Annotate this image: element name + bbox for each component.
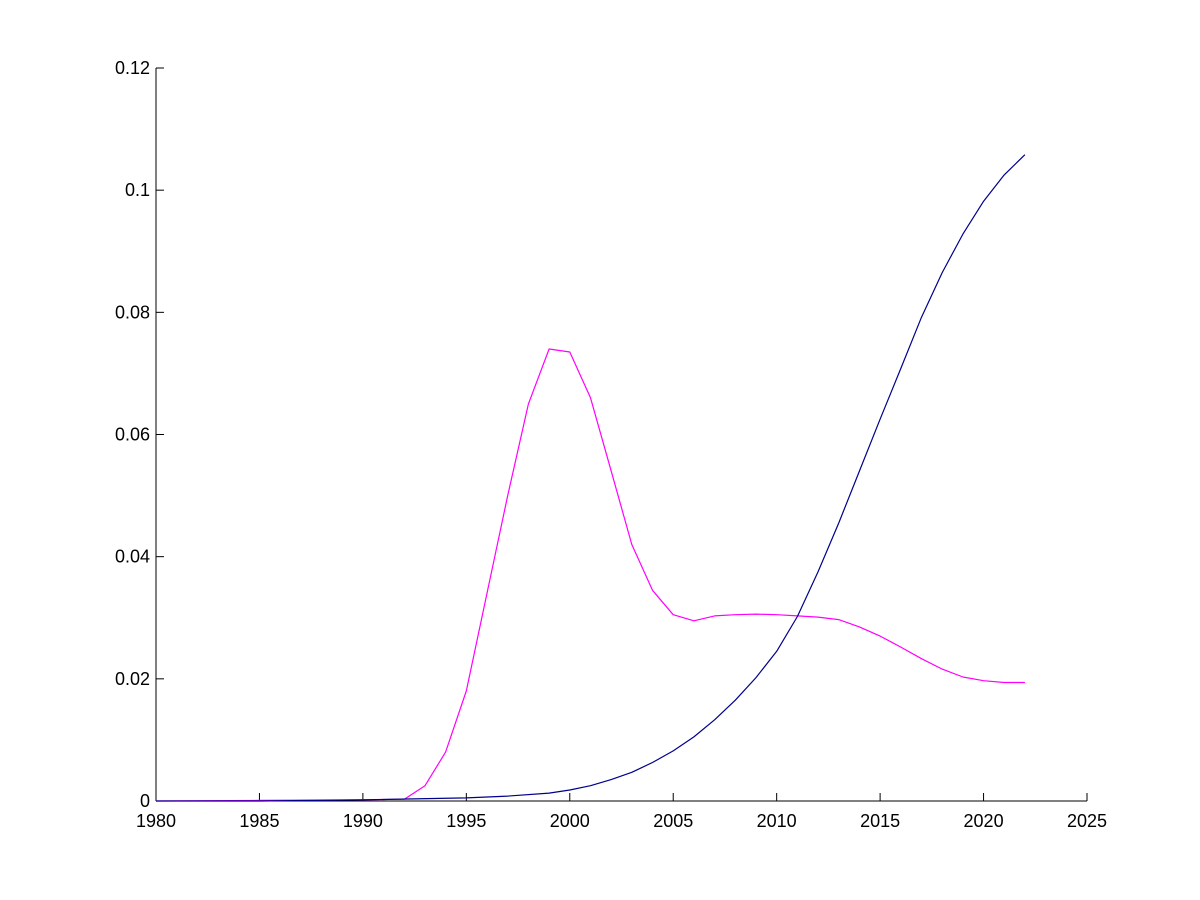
y-tick-label: 0.02 (115, 669, 150, 689)
x-tick-label: 1990 (343, 811, 383, 831)
x-tick-label: 2010 (757, 811, 797, 831)
x-tick-label: 2025 (1067, 811, 1107, 831)
series-line-1 (155, 348, 1025, 802)
x-tick-label: 2005 (653, 811, 693, 831)
y-tick-label: 0.08 (115, 302, 150, 322)
y-tick-label: 0 (140, 791, 150, 811)
x-tick-label: 1995 (446, 811, 486, 831)
x-tick-label: 2020 (964, 811, 1004, 831)
y-tick-label: 0.04 (115, 547, 150, 567)
y-tick-label: 0.1 (125, 180, 150, 200)
x-tick-label: 2000 (550, 811, 590, 831)
x-tick-label: 1980 (136, 811, 176, 831)
y-ticks: 0 0.02 0.04 0.06 0.08 0.1 0.12 (115, 58, 164, 811)
y-tick-label: 0.06 (115, 425, 150, 445)
x-tick-label: 1985 (239, 811, 279, 831)
x-tick-label: 2015 (860, 811, 900, 831)
x-ticks: 1980 1985 1990 1995 2000 2005 2010 2015 2020 2025 (136, 793, 1107, 831)
series-lines (155, 154, 1026, 802)
series-line-2 (156, 154, 1026, 802)
y-tick-label: 0.12 (115, 58, 150, 78)
